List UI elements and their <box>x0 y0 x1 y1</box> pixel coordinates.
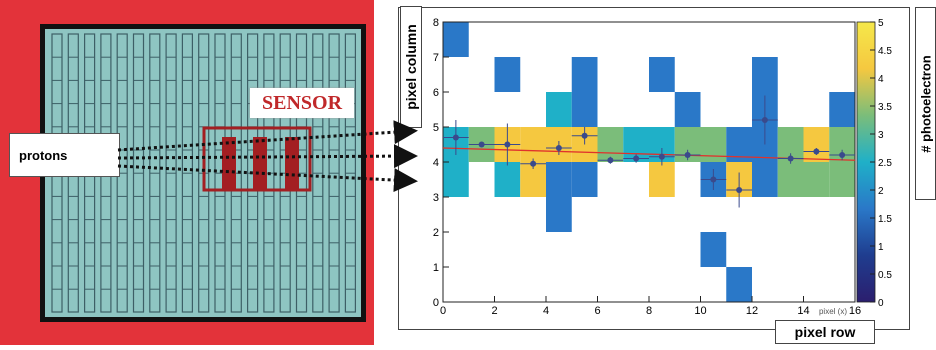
z-axis-label-box: # photoelectron <box>915 7 936 200</box>
sensor-pixel-1 <box>222 137 236 189</box>
heatmap-cell <box>494 162 521 197</box>
heatmap-cell <box>443 22 469 57</box>
y-tick-label: 6 <box>433 87 439 99</box>
data-point <box>684 152 691 158</box>
detector-illustration: SENSOR protons <box>0 0 400 345</box>
heatmap-cell <box>777 162 804 197</box>
z-tick-label: 4 <box>878 74 884 85</box>
data-point <box>761 117 768 123</box>
y-tick-label: 7 <box>433 52 439 64</box>
heatmap-cell <box>546 92 572 127</box>
heatmap-cell <box>571 162 598 197</box>
z-axis-label: # photoelectron <box>918 54 933 153</box>
x-tick-label: 0 <box>440 305 446 317</box>
x-tick-label: 14 <box>797 305 809 317</box>
data-point <box>530 160 537 167</box>
z-tick-label: 1.5 <box>878 214 892 225</box>
heatmap-cell <box>520 127 546 162</box>
x-tick-label: 10 <box>694 305 706 317</box>
heatmap-cell <box>752 57 778 92</box>
y-axis-label: pixel column <box>403 24 419 110</box>
data-point <box>710 176 717 183</box>
y-tick-label: 2 <box>433 227 439 239</box>
heatmap-cell <box>546 197 572 232</box>
heatmap-cell <box>803 162 830 197</box>
heatmap-cell <box>571 92 598 127</box>
heatmap-cell <box>649 57 675 92</box>
z-tick-label: 4.5 <box>878 46 892 57</box>
x-axis-note: pixel (x) <box>819 307 847 316</box>
x-tick-label: 4 <box>543 305 549 317</box>
heatmap-cell <box>571 57 598 92</box>
x-axis-label: pixel row <box>775 320 875 344</box>
y-tick-label: 3 <box>433 192 439 204</box>
data-point <box>839 152 846 158</box>
data-point <box>504 141 511 148</box>
heatmap-cell <box>674 92 701 127</box>
heatmap-cell <box>649 162 675 197</box>
data-point <box>813 148 820 155</box>
z-tick-label: 3.5 <box>878 102 892 113</box>
y-tick-label: 4 <box>433 157 439 169</box>
data-point <box>607 157 614 164</box>
heatmap-cell <box>700 232 727 267</box>
z-tick-label: 2.5 <box>878 158 892 169</box>
heatmap-cell <box>829 162 855 197</box>
heatmap-cell <box>443 162 469 197</box>
data-point <box>555 145 562 151</box>
data-point <box>452 134 459 141</box>
y-tick-label: 1 <box>433 262 439 274</box>
y-tick-label: 0 <box>433 297 439 309</box>
z-tick-label: 2 <box>878 186 884 197</box>
z-tick-label: 0 <box>878 298 884 309</box>
heatmap-cell <box>829 92 855 127</box>
x-tick-label: 2 <box>491 305 497 317</box>
y-axis-label-box: pixel column <box>400 6 422 128</box>
data-point <box>736 187 743 193</box>
protons-text: protons <box>19 147 68 163</box>
data-point <box>787 155 794 162</box>
data-point <box>478 141 485 148</box>
z-tick-label: 5 <box>878 18 884 29</box>
plot-frame: 0 2 4 6 8 10 12 14 16 0 1 2 3 4 5 6 7 8 pixel (x) 0 0.5 1 1.5 2… <box>398 7 910 330</box>
x-tick-label: 6 <box>594 305 600 317</box>
heatmap-cell <box>494 57 521 92</box>
protons-label: protons <box>9 133 120 177</box>
z-tick-label: 3 <box>878 130 884 141</box>
sensor-label: SENSOR <box>250 88 354 118</box>
sensor-pixel-3 <box>285 137 299 189</box>
data-point <box>633 155 640 162</box>
heatmap-cell <box>752 162 778 197</box>
x-tick-label: 8 <box>646 305 652 317</box>
z-tick-label: 0.5 <box>878 270 892 281</box>
heatmap-cell <box>546 162 572 197</box>
z-tick-label: 1 <box>878 242 884 253</box>
y-tick-label: 5 <box>433 122 439 134</box>
heatmap-cell <box>597 127 624 162</box>
y-tick-label: 8 <box>433 17 439 29</box>
x-tick-label: 12 <box>746 305 758 317</box>
data-point <box>581 132 588 139</box>
x-tick-label: 16 <box>849 305 861 317</box>
heatmap-cell <box>726 267 752 302</box>
heatmap-cell <box>803 127 830 162</box>
sensor-pixel-2 <box>253 137 267 189</box>
data-point <box>658 153 665 160</box>
